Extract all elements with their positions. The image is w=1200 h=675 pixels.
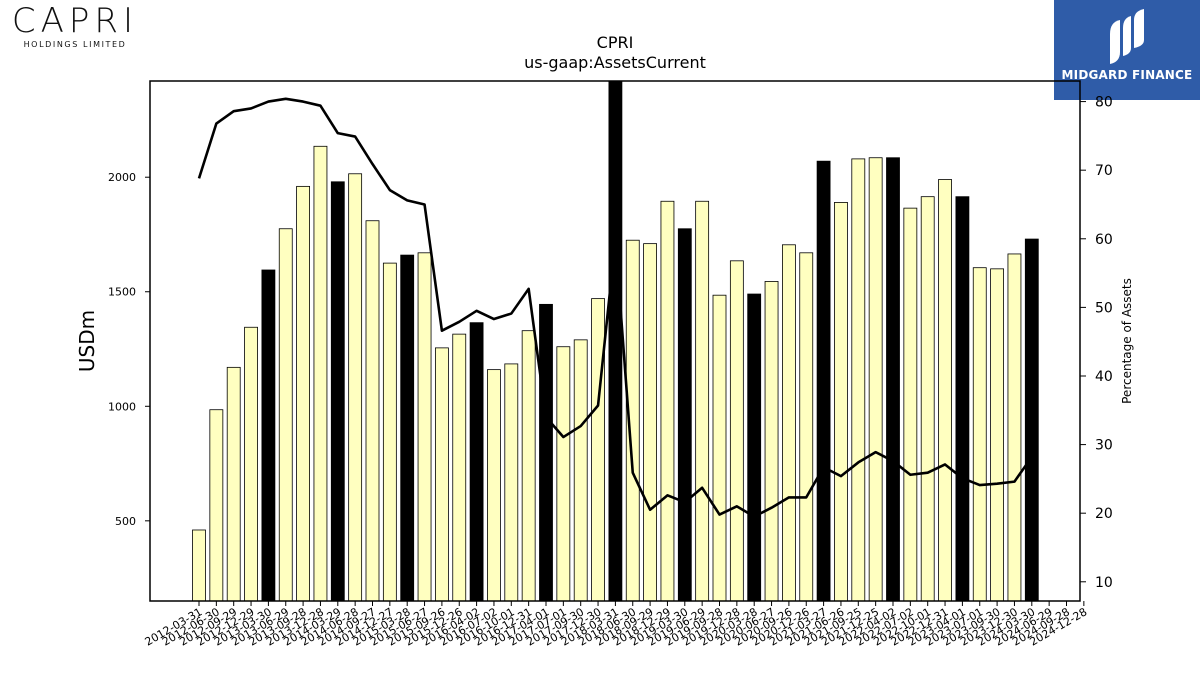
- bar: [313, 145, 328, 602]
- bar: [539, 303, 553, 602]
- y-tick-label: 1500: [108, 286, 136, 299]
- bar: [192, 529, 206, 602]
- y2-tick-label: 80: [1095, 95, 1113, 111]
- bar: [209, 409, 224, 602]
- midgard-logo-text: MIDGARD FINANCE: [1061, 68, 1193, 82]
- pct-line-series: [197, 97, 1033, 518]
- bar: [816, 160, 831, 602]
- bar: [573, 339, 588, 602]
- y-axis-right: 10 20 30 40 50 60 70 80: [1080, 95, 1113, 591]
- bar: [1024, 238, 1039, 602]
- y2-tick-label: 20: [1095, 506, 1113, 522]
- bar: [695, 200, 710, 602]
- bar: [521, 330, 536, 602]
- bar: [782, 244, 796, 602]
- bar: [903, 207, 918, 602]
- y-axis-left: 500 1000 1500 2000: [108, 171, 150, 528]
- y2-tick-label: 10: [1095, 575, 1113, 591]
- midgard-mark-icon: [1110, 9, 1144, 64]
- bar: [244, 326, 258, 602]
- bar: [296, 185, 311, 602]
- capri-logo: CAPRI HOLDINGS LIMITED: [0, 2, 150, 49]
- bar: [990, 268, 1004, 602]
- y2-axis-label: Percentage of Assets: [1120, 278, 1134, 404]
- y2-tick-label: 40: [1095, 369, 1113, 385]
- bar: [417, 252, 432, 602]
- bar: [382, 262, 397, 602]
- bar: [330, 181, 345, 602]
- midgard-finance-logo: MIDGARD FINANCE: [1054, 0, 1200, 100]
- bar: [504, 363, 519, 602]
- bar: [677, 228, 692, 602]
- capri-logo-subtitle: HOLDINGS LIMITED: [23, 40, 127, 49]
- bar: [400, 254, 415, 602]
- bar: [834, 202, 848, 602]
- bar: [938, 179, 952, 602]
- y2-tick-label: 30: [1095, 438, 1113, 454]
- bar: [556, 346, 571, 602]
- bar: [955, 196, 970, 602]
- bar: [747, 293, 762, 602]
- y-tick-label: 2000: [108, 171, 136, 184]
- y2-tick-label: 70: [1095, 163, 1113, 179]
- y2-tick-label: 50: [1095, 300, 1113, 316]
- bar: [886, 157, 900, 602]
- bar: [591, 298, 605, 602]
- y-tick-label: 500: [115, 515, 136, 528]
- x-axis: 2012-03-312012-06-302012-09-292012-12-29…: [143, 601, 1089, 649]
- bar: [972, 267, 987, 602]
- chart-title: CPRI: [597, 33, 634, 52]
- y-tick-label: 1000: [108, 400, 136, 413]
- bar: [365, 220, 380, 602]
- bar: [487, 369, 501, 602]
- capri-logo-wordmark: CAPRI: [11, 1, 139, 41]
- bar: [868, 157, 883, 602]
- bar: [1007, 253, 1022, 602]
- bar: [643, 243, 657, 602]
- y-axis-label: USDm: [75, 310, 99, 372]
- bar-series: [192, 80, 1039, 602]
- bar: [799, 252, 814, 602]
- bar: [712, 294, 727, 602]
- chart-subtitle: us-gaap:AssetsCurrent: [524, 53, 706, 72]
- bar: [608, 80, 623, 602]
- bar: [729, 260, 744, 602]
- bar: [851, 158, 866, 602]
- bar: [660, 200, 675, 602]
- bar: [434, 347, 449, 602]
- bar: [764, 281, 779, 602]
- bar: [920, 196, 935, 602]
- bar: [348, 173, 363, 602]
- bar: [469, 322, 484, 602]
- y2-tick-label: 60: [1095, 232, 1113, 248]
- bar: [278, 228, 293, 602]
- pct-line: [197, 97, 1033, 518]
- bar: [452, 333, 467, 602]
- bar: [261, 269, 276, 602]
- bar: [226, 366, 241, 602]
